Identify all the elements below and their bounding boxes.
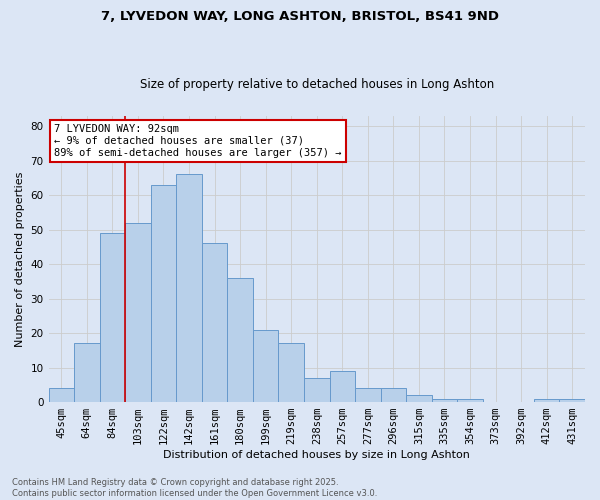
Text: Contains HM Land Registry data © Crown copyright and database right 2025.
Contai: Contains HM Land Registry data © Crown c… bbox=[12, 478, 377, 498]
Bar bbox=[355, 388, 380, 402]
Title: Size of property relative to detached houses in Long Ashton: Size of property relative to detached ho… bbox=[140, 78, 494, 91]
Bar bbox=[304, 378, 329, 402]
Bar bbox=[151, 185, 176, 402]
Bar bbox=[559, 398, 585, 402]
Text: 7 LYVEDON WAY: 92sqm
← 9% of detached houses are smaller (37)
89% of semi-detach: 7 LYVEDON WAY: 92sqm ← 9% of detached ho… bbox=[54, 124, 341, 158]
Bar bbox=[534, 398, 559, 402]
Bar bbox=[202, 244, 227, 402]
Bar bbox=[74, 344, 100, 402]
Y-axis label: Number of detached properties: Number of detached properties bbox=[15, 171, 25, 346]
Bar bbox=[406, 395, 432, 402]
Bar bbox=[253, 330, 278, 402]
Bar bbox=[432, 398, 457, 402]
Bar bbox=[457, 398, 483, 402]
X-axis label: Distribution of detached houses by size in Long Ashton: Distribution of detached houses by size … bbox=[163, 450, 470, 460]
Bar bbox=[278, 344, 304, 402]
Bar bbox=[380, 388, 406, 402]
Bar bbox=[227, 278, 253, 402]
Bar bbox=[49, 388, 74, 402]
Bar bbox=[329, 371, 355, 402]
Bar bbox=[100, 233, 125, 402]
Bar bbox=[176, 174, 202, 402]
Bar bbox=[125, 222, 151, 402]
Text: 7, LYVEDON WAY, LONG ASHTON, BRISTOL, BS41 9ND: 7, LYVEDON WAY, LONG ASHTON, BRISTOL, BS… bbox=[101, 10, 499, 23]
